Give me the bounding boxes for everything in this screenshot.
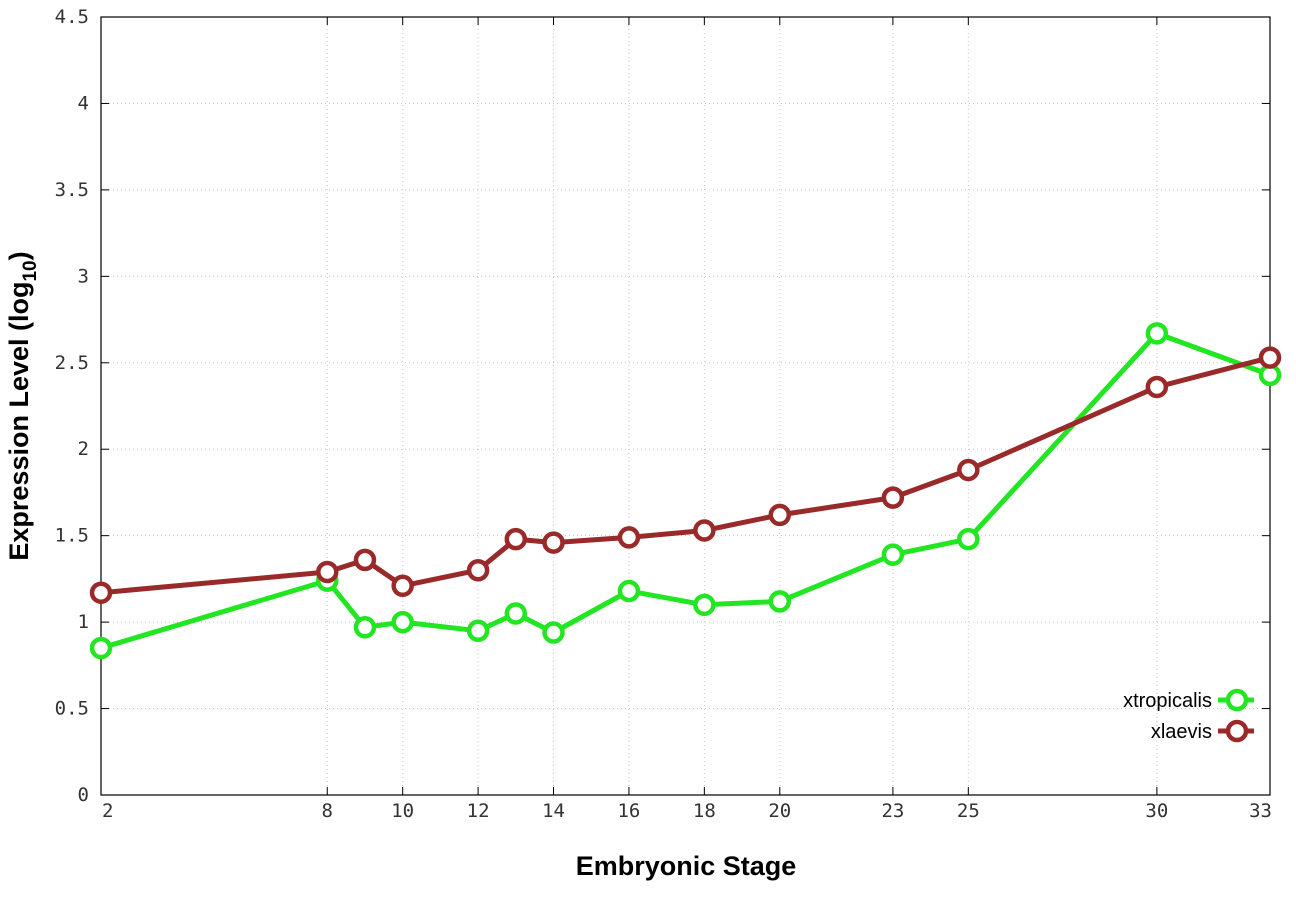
x-axis-title: Embryonic Stage xyxy=(576,851,797,881)
y-tick-label: 1.5 xyxy=(55,525,89,547)
x-tick-label: 16 xyxy=(617,800,640,822)
x-tick-label: 14 xyxy=(542,800,565,822)
x-tick-label: 20 xyxy=(768,800,791,822)
data-point xyxy=(1258,346,1282,369)
y-axis-title-main: Expression Level (log xyxy=(4,282,34,561)
x-tick-label: 12 xyxy=(467,800,490,822)
data-point xyxy=(542,621,565,644)
y-axis-tick-labels: 0 0.5 1 1.5 2 2.5 3 3.5 4 4.5 xyxy=(55,6,89,806)
data-point xyxy=(768,590,792,613)
y-tick-label: 2.5 xyxy=(55,352,89,374)
data-point xyxy=(466,619,490,643)
y-tick-label: 2 xyxy=(78,438,89,460)
data-point xyxy=(693,519,716,542)
legend-marker-swatch xyxy=(1225,688,1249,712)
data-point xyxy=(1145,375,1169,399)
data-point xyxy=(1145,322,1169,345)
legend-label: xtropicalis xyxy=(1123,690,1212,712)
data-point xyxy=(316,560,339,584)
legend-item: xlaevis xyxy=(1151,719,1254,743)
x-tick-label: 8 xyxy=(322,800,333,822)
y-axis-title: Expression Level (log10) xyxy=(4,251,41,560)
data-point xyxy=(89,581,113,604)
data-point xyxy=(89,636,113,660)
data-point xyxy=(353,548,377,572)
data-point xyxy=(617,579,641,603)
plot-frame xyxy=(100,16,1271,796)
y-tick-label: 1 xyxy=(78,611,89,633)
x-tick-label: 23 xyxy=(881,800,904,822)
x-tick-label: 30 xyxy=(1145,800,1168,822)
x-tick-label: 33 xyxy=(1249,800,1272,822)
data-series xyxy=(89,322,1282,660)
series-xtropicalis xyxy=(89,322,1282,660)
data-point xyxy=(391,610,414,634)
data-point xyxy=(504,602,528,625)
series-line xyxy=(100,330,1271,651)
y-tick-label: 3 xyxy=(78,265,89,287)
y-axis-title-subscript: 10 xyxy=(20,260,41,281)
data-point xyxy=(957,527,980,551)
y-axis-title-close: ) xyxy=(4,251,34,260)
data-point xyxy=(466,558,490,582)
y-tick-label: 3.5 xyxy=(55,179,89,201)
data-point xyxy=(617,526,641,549)
x-tick-label: 25 xyxy=(957,800,980,822)
series-line xyxy=(100,355,1271,596)
legend: xtropicalis xlaevis xyxy=(1123,688,1254,743)
data-point xyxy=(504,527,528,551)
gridlines xyxy=(101,17,1270,795)
y-tick-label: 0.5 xyxy=(55,698,89,720)
legend-item: xtropicalis xyxy=(1123,688,1254,712)
data-point xyxy=(391,574,414,598)
x-tick-label: 18 xyxy=(693,800,716,822)
y-tick-label: 4.5 xyxy=(55,6,89,28)
data-point xyxy=(542,531,565,554)
data-point xyxy=(768,503,792,527)
x-axis-tick-labels: 2 8 10 12 14 16 18 20 23 25 30 33 xyxy=(102,800,1272,822)
x-tick-label: 10 xyxy=(391,800,414,822)
series-xlaevis xyxy=(89,346,1282,604)
legend-marker-swatch xyxy=(1225,719,1249,743)
x-tick-label: 2 xyxy=(102,800,113,822)
data-point xyxy=(957,458,980,482)
y-tick-label: 4 xyxy=(78,92,89,114)
legend-label: xlaevis xyxy=(1151,721,1212,743)
data-point xyxy=(881,486,905,509)
data-point xyxy=(353,616,377,639)
data-point xyxy=(881,543,905,566)
axis-ticks xyxy=(100,16,1271,796)
data-point xyxy=(693,593,716,617)
y-tick-label: 0 xyxy=(78,784,89,806)
